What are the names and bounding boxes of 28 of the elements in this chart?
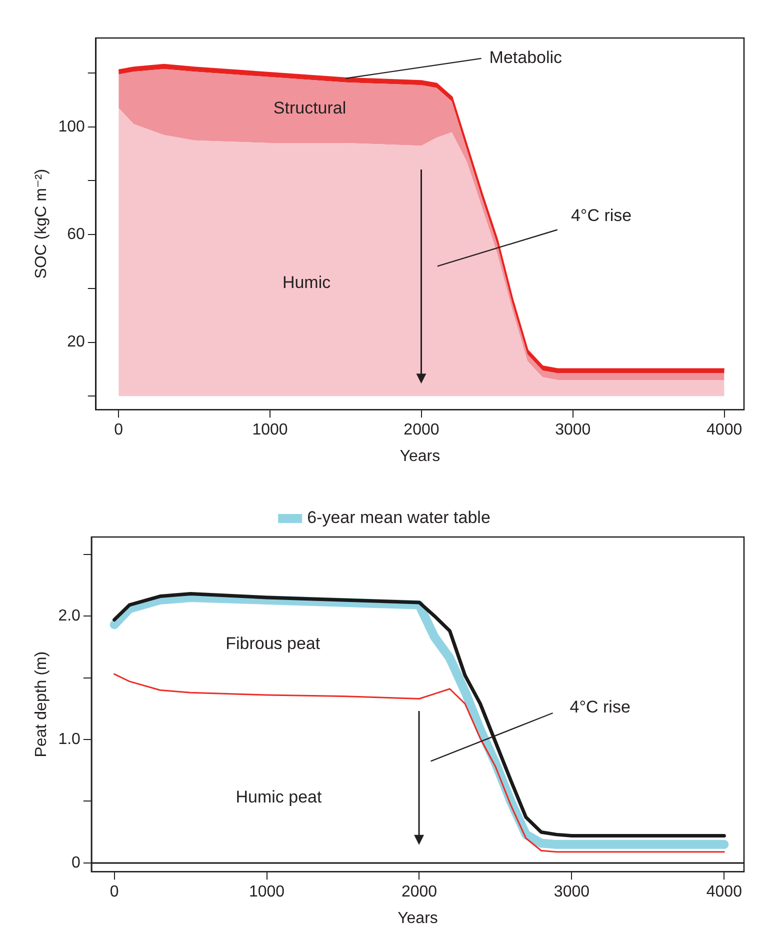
y-axis-title: Peat depth (m): [33, 651, 50, 758]
annotation: Humic peat: [236, 788, 322, 807]
x-tick-label: 2000: [404, 422, 440, 439]
x-axis-title: Years: [400, 448, 440, 465]
annotation: 4°C rise: [570, 206, 632, 226]
x-tick-label: 0: [114, 422, 124, 439]
y-tick-label: 2.0: [58, 607, 81, 624]
annotation: 4°C rise: [570, 697, 630, 716]
annotation: Fibrous peat: [226, 634, 320, 653]
y-tick-label: 1.0: [58, 730, 81, 748]
x-tick-label: 0: [110, 884, 119, 901]
x-tick-label: 2000: [401, 884, 438, 901]
x-tick-label: 1000: [252, 422, 288, 439]
y-axis-title: SOC (kgC m⁻²): [33, 168, 50, 279]
x-tick-label: 4000: [706, 422, 742, 439]
series-label: Structural: [273, 98, 346, 118]
y-tick-label: 100: [58, 118, 85, 136]
x-tick-label: 1000: [248, 884, 285, 901]
legend-label: 6-year mean water table: [307, 508, 490, 528]
x-axis-title: Years: [398, 910, 438, 927]
y-tick-label: 20: [67, 334, 85, 351]
x-tick-label: 4000: [706, 884, 742, 901]
x-tick-label: 3000: [554, 884, 590, 901]
series-label: Humic: [282, 272, 332, 292]
text: Metabolic: [489, 48, 563, 68]
x-tick-label: 3000: [555, 422, 591, 439]
y-tick-label: 60: [67, 226, 85, 243]
y-tick-label: 0: [72, 854, 81, 872]
